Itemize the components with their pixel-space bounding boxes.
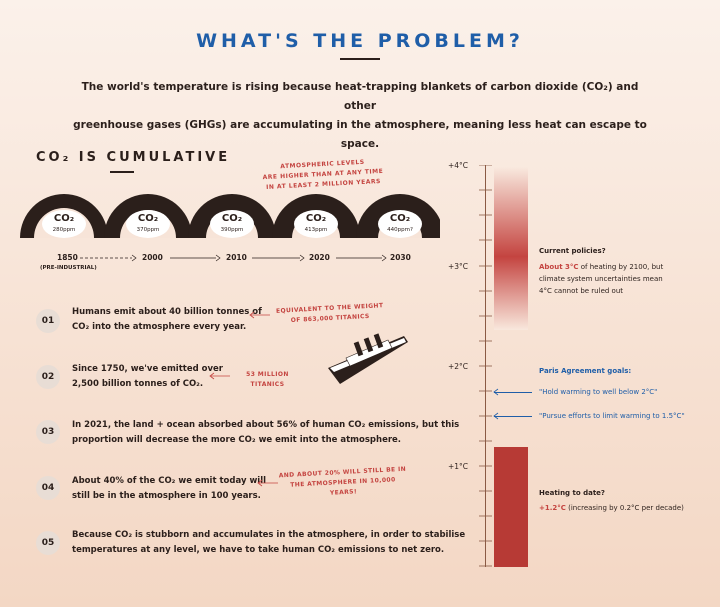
fact-04-line-1: About 40% of the CO₂ we emit today will (72, 476, 267, 486)
policy-line-2: climate system uncertainties mean (539, 275, 663, 283)
fact-03-line-2: proportion will decrease the more CO₂ we… (72, 435, 402, 445)
current-policies-bar (494, 167, 528, 330)
fact-number-05: 05 (36, 531, 60, 555)
section-underline (110, 171, 134, 173)
year-1850: 1850 (57, 253, 78, 262)
today-description: +1.2°C (increasing by 0.2°C per decade) (539, 502, 684, 514)
fact-number-04: 04 (36, 476, 60, 500)
fact-05-line-2: temperatures at any level, we have to ta… (72, 545, 445, 555)
today-rest: (increasing by 0.2°C per decade) (565, 504, 684, 512)
paris-goal-1-arrow (494, 392, 532, 393)
paris-goal-2: "Pursue efforts to limit warming to 1.5°… (539, 412, 685, 420)
page-title: WHAT'S THE PROBLEM? (196, 30, 524, 52)
fact-02-line-1: Since 1750, we've emitted over (72, 364, 223, 374)
year-2010: 2010 (226, 253, 247, 262)
policy-line-3: 4°C cannot be ruled out (539, 287, 624, 295)
53-million-titanics-note: 53 MILLION TITANICS (246, 371, 289, 388)
fact-01-text: Humans emit about 40 billion tonnes of C… (72, 305, 262, 335)
fact-03-text: In 2021, the land + ocean absorbed about… (72, 418, 459, 448)
co2-domes-illustration (20, 194, 440, 238)
paris-title: Paris Agreement goals: (539, 367, 632, 375)
heating-to-date-bar (494, 447, 528, 567)
fact-number-01: 01 (36, 309, 60, 333)
titanic-note-arrow (249, 311, 270, 319)
paris-goal-2-arrow (494, 416, 532, 417)
fact-number-02: 02 (36, 365, 60, 389)
intro-text: The world's temperature is rising becaus… (70, 78, 650, 154)
tick-label-1c: +1°C (448, 462, 469, 471)
dome-4 (272, 194, 360, 238)
intro-line-1: The world's temperature is rising becaus… (81, 81, 639, 112)
title-underline (340, 58, 380, 60)
intro-line-2: greenhouse gases (GHGs) are accumulating… (73, 119, 647, 150)
policy-line-1: of heating by 2100, but (578, 263, 664, 271)
policy-highlight: About 3°C (539, 263, 579, 271)
titanics-53-arrow (209, 372, 230, 380)
cloud-label-5: CO₂ (389, 213, 411, 224)
dome-2 (104, 194, 192, 238)
fact-02-line-2: 2,500 billion tonnes of CO₂. (72, 379, 204, 389)
tick-label-4c: +4°C (448, 161, 469, 170)
cloud-label-1: CO₂ (53, 213, 75, 224)
cloud-label-4: CO₂ (305, 213, 327, 224)
year-2000: 2000 (142, 253, 163, 262)
titanic-ship-icon (328, 333, 408, 384)
temperature-axis-ticks (479, 165, 492, 567)
timeline-arrows (80, 254, 387, 262)
policy-title: Current policies? (539, 247, 606, 255)
still-note-arrow (257, 479, 278, 487)
pre-industrial-label: (PRE-INDUSTRIAL) (40, 265, 97, 271)
fact-01-line-2: CO₂ into the atmosphere every year. (72, 322, 247, 332)
today-value: +1.2°C (539, 504, 566, 512)
tick-label-2c: +2°C (448, 362, 469, 371)
today-title: Heating to date? (539, 489, 605, 497)
cloud-ppm-1: 280ppm (52, 227, 76, 233)
year-2020: 2020 (309, 253, 330, 262)
cloud-ppm-2: 370ppm (136, 227, 160, 233)
cloud-ppm-4: 413ppm (304, 227, 328, 233)
cloud-label-3: CO₂ (221, 213, 243, 224)
fact-05-line-1: Because CO₂ is stubborn and accumulates … (72, 530, 466, 540)
fact-number-03: 03 (36, 420, 60, 444)
fact-02-text: Since 1750, we've emitted over 2,500 bil… (72, 362, 223, 392)
titanic-weight-note: EQUIVALENT TO THE WEIGHT OF 863,000 TITA… (270, 301, 391, 327)
still-in-atmosphere-note: AND ABOUT 20% WILL STILL BE IN THE ATMOS… (277, 465, 408, 502)
paris-arrowheads (493, 388, 499, 420)
section-title: CO₂ IS CUMULATIVE (36, 150, 231, 165)
paris-goal-1: "Hold warming to well below 2°C" (539, 388, 658, 396)
atmospheric-levels-note: ATMOSPHERIC LEVELS ARE HIGHER THAN AT AN… (257, 157, 388, 194)
year-2030: 2030 (390, 253, 411, 262)
fact-04-line-2: still be in the atmosphere in 100 years. (72, 491, 261, 501)
fact-04-text: About 40% of the CO₂ we emit today will … (72, 474, 266, 504)
dome-5 (356, 194, 440, 238)
cloud-ppm-5: 440ppm? (387, 227, 413, 233)
tick-label-3c: +3°C (448, 262, 469, 271)
fact-03-line-1: In 2021, the land + ocean absorbed about… (72, 420, 460, 430)
cloud-ppm-3: 390ppm (220, 227, 244, 233)
policy-description: About 3°C of heating by 2100, but climat… (539, 261, 709, 297)
dome-3 (188, 194, 276, 238)
fact-05-text: Because CO₂ is stubborn and accumulates … (72, 528, 465, 558)
dome-1 (20, 194, 108, 238)
cloud-label-2: CO₂ (137, 213, 159, 224)
fact-01-line-1: Humans emit about 40 billion tonnes of (72, 307, 262, 317)
